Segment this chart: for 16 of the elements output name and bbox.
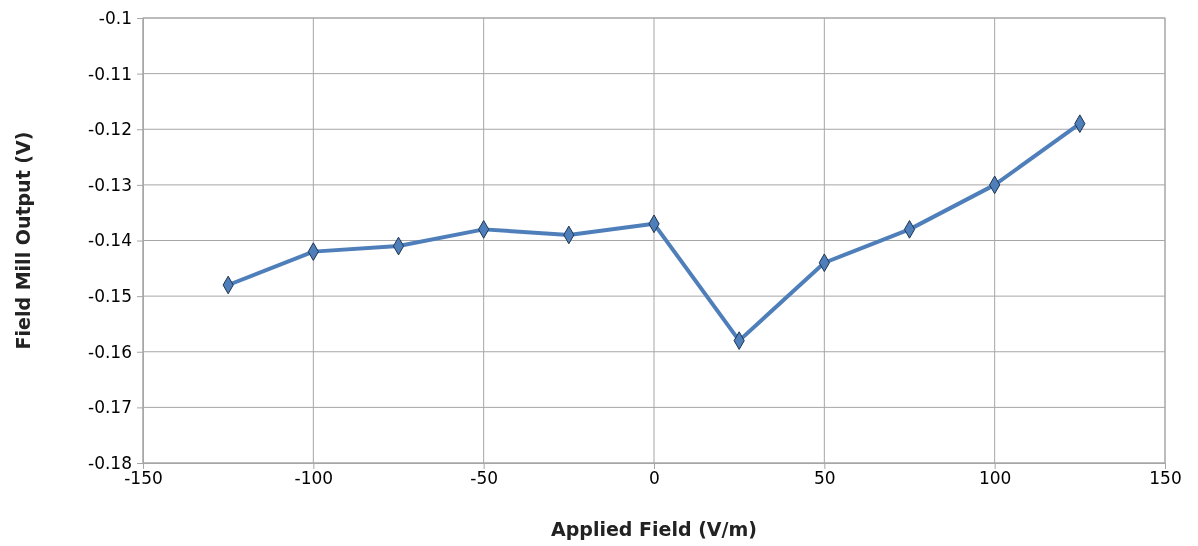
y-axis-title: Field Mill Output (V) (12, 131, 34, 350)
y-tick-label: -0.12 (88, 119, 132, 140)
y-tick-label: -0.17 (88, 397, 132, 418)
y-tick-label: -0.13 (88, 174, 132, 195)
y-tick-label: -0.11 (88, 63, 132, 84)
x-tick-label: -50 (470, 468, 499, 489)
y-tick-label: -0.14 (88, 230, 132, 251)
x-axis-title: Applied Field (V/m) (551, 518, 757, 540)
x-tick-label: 150 (1149, 468, 1182, 489)
x-tick-label: 0 (649, 468, 660, 489)
x-tick-label: -100 (294, 468, 334, 489)
x-tick-label: 50 (814, 468, 836, 489)
x-tick-label: 100 (978, 468, 1012, 489)
y-tick-label: -0.16 (88, 341, 132, 362)
y-tick-label: -0.15 (88, 286, 132, 307)
y-tick-label: -0.1 (98, 7, 132, 28)
